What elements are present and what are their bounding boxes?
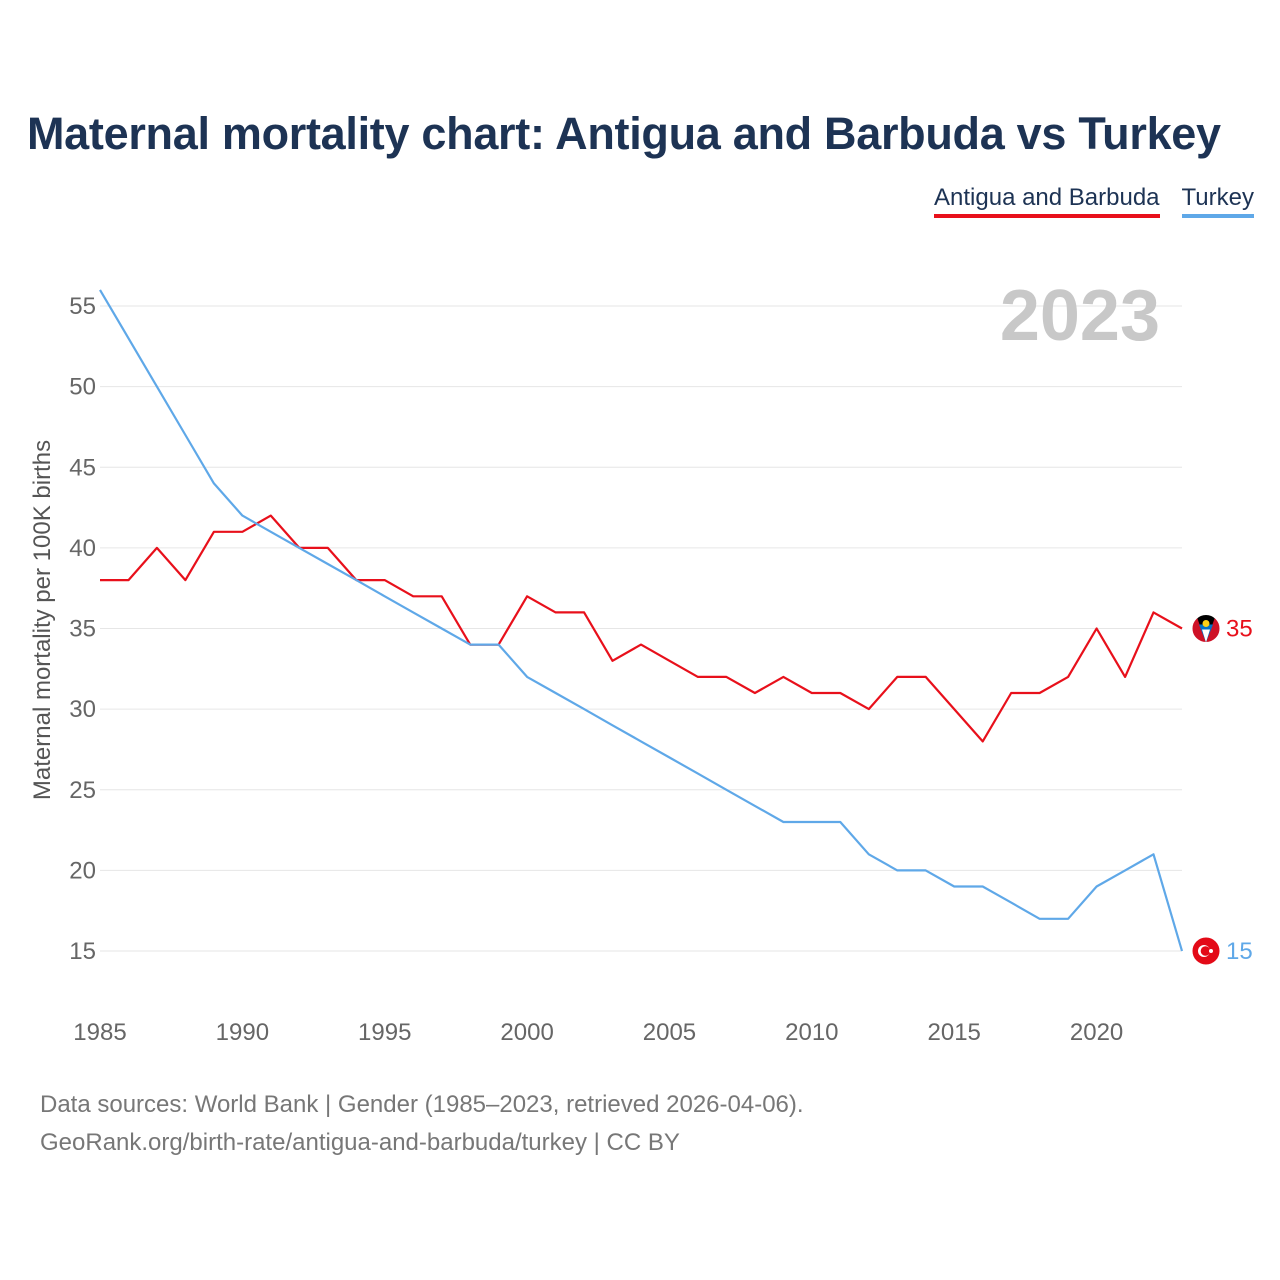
x-tick-label: 2005 <box>643 1019 696 1046</box>
x-tick-label: 2015 <box>928 1019 981 1046</box>
end-label-antigua-and-barbuda: 35 <box>1226 616 1253 643</box>
x-tick-label: 2000 <box>500 1019 553 1046</box>
end-label-turkey: 15 <box>1226 938 1253 965</box>
y-tick-label: 55 <box>69 293 96 320</box>
x-tick-label: 2010 <box>785 1019 838 1046</box>
y-tick-label: 20 <box>69 857 96 884</box>
y-tick-label: 35 <box>69 616 96 643</box>
y-tick-label: 45 <box>69 454 96 481</box>
y-axis-title: Maternal mortality per 100K births <box>29 440 56 800</box>
x-tick-label: 2020 <box>1070 1019 1123 1046</box>
series-group <box>99 289 1184 952</box>
x-tick-label: 1990 <box>216 1019 269 1046</box>
y-tick-label: 50 <box>69 374 96 401</box>
turkey-flag-icon <box>1191 936 1221 966</box>
y-tick-label: 30 <box>69 696 96 723</box>
legend-item-antigua-and-barbuda[interactable]: Antigua and Barbuda <box>934 184 1160 218</box>
line-chart: 15 20 25 30 35 40 45 50 55 1985 1990 1995 2000 2005 2… <box>29 276 1253 1046</box>
x-axis: 1985 1990 1995 2000 2005 2010 2015 2020 <box>73 1019 1123 1046</box>
grid <box>100 305 1182 952</box>
source-note: Data sources: World Bank | Gender (1985–… <box>40 1086 804 1162</box>
end-labels: 35 15 <box>1191 614 1253 966</box>
y-tick-label: 25 <box>69 777 96 804</box>
legend-item-turkey[interactable]: Turkey <box>1181 184 1254 218</box>
y-tick-label: 15 <box>69 938 96 965</box>
legend: Antigua and Barbuda Turkey <box>934 184 1254 218</box>
source-line-1: Data sources: World Bank | Gender (1985–… <box>40 1091 804 1118</box>
chart-title: Maternal mortality chart: Antigua and Ba… <box>27 108 1221 159</box>
series-line-antigua-and-barbuda <box>100 514 1183 743</box>
y-tick-label: 40 <box>69 535 96 562</box>
source-line-2: GeoRank.org/birth-rate/antigua-and-barbu… <box>40 1129 680 1156</box>
year-label: 2023 <box>1000 276 1160 356</box>
antigua-and-barbuda-flag-icon <box>1191 614 1221 643</box>
x-tick-label: 1995 <box>358 1019 411 1046</box>
x-tick-label: 1985 <box>73 1019 126 1046</box>
series-line-turkey <box>99 289 1184 952</box>
y-axis: 15 20 25 30 35 40 45 50 55 <box>69 293 96 965</box>
